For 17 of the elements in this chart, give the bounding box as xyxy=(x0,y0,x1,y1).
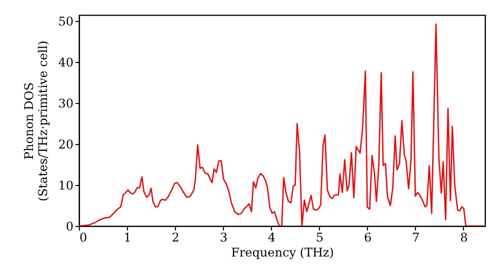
y-tick-label: 50 xyxy=(58,14,74,29)
y-axis-title: Phonon DOS (States/THz·primitive cell) xyxy=(22,40,50,202)
x-axis-title: Frequency (THz) xyxy=(231,246,334,260)
x-tick-label: 4 xyxy=(268,230,276,244)
x-tick-label: 6 xyxy=(364,230,372,244)
x-tick-label: 3 xyxy=(220,230,228,244)
x-tick-label: 0 xyxy=(80,230,88,244)
y-tick-label: 10 xyxy=(58,178,74,193)
x-tick-label: 2 xyxy=(172,230,180,244)
y-tick-label: 30 xyxy=(58,96,74,111)
y-tick-label: 0 xyxy=(66,220,74,234)
x-tick-label: 7 xyxy=(412,230,420,244)
x-tick-label: 5 xyxy=(316,230,324,244)
x-tick-label: 1 xyxy=(124,230,132,244)
y-tick-label: 20 xyxy=(58,138,74,152)
y-tick-label: 40 xyxy=(58,56,74,70)
x-tick-label: 8 xyxy=(460,230,468,244)
